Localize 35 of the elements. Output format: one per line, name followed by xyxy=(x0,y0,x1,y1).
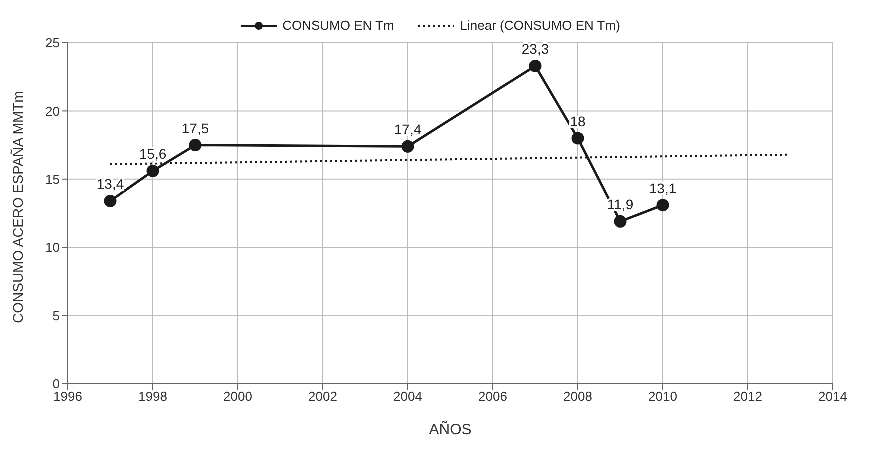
x-tick-label: 1998 xyxy=(138,389,168,404)
x-tick-label: 1996 xyxy=(54,389,82,404)
legend-label: Linear (CONSUMO EN Tm) xyxy=(460,18,620,33)
x-tick-label: 2006 xyxy=(478,389,508,404)
data-label: 17,4 xyxy=(394,122,422,138)
x-axis-title: AÑOS xyxy=(429,420,472,439)
x-tick-label: 2008 xyxy=(564,389,592,404)
y-tick-label: 5 xyxy=(52,308,60,324)
data-label: 18 xyxy=(570,113,586,130)
point xyxy=(572,132,584,145)
point xyxy=(189,139,202,152)
point xyxy=(402,140,414,153)
x-tick-label: 2000 xyxy=(224,389,252,404)
point xyxy=(104,194,117,208)
y-axis-title: CONSUMO ACERO ESPAÑA MMTm xyxy=(10,91,26,324)
point xyxy=(146,164,160,178)
data-label: 13,1 xyxy=(649,180,677,196)
y-tick-label: 0 xyxy=(52,376,60,392)
y-tick-label: 20 xyxy=(46,104,60,119)
y-tick-label: 25 xyxy=(46,36,60,51)
y-tick-label: 10 xyxy=(46,240,60,256)
data-label: 17,5 xyxy=(182,120,210,136)
x-tick-label: 2010 xyxy=(648,389,678,404)
point xyxy=(529,60,542,72)
point xyxy=(614,215,627,228)
x-tick-label: 2004 xyxy=(394,389,422,404)
data-label: 13,4 xyxy=(96,176,124,192)
x-tick-label: 2014 xyxy=(818,389,848,404)
point xyxy=(656,199,670,212)
data-label: 15,6 xyxy=(139,146,167,162)
y-tick-label: 15 xyxy=(46,172,60,188)
data-label: 23,3 xyxy=(522,41,550,58)
legend-label: CONSUMO EN Tm xyxy=(282,18,394,33)
x-tick-label: 2002 xyxy=(308,389,338,404)
x-tick-label: 2012 xyxy=(734,389,762,404)
